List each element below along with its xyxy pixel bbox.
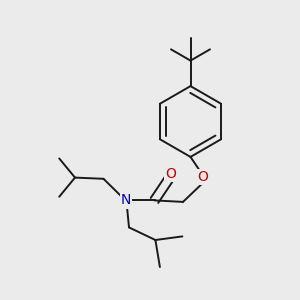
Text: O: O xyxy=(166,167,176,181)
Text: O: O xyxy=(197,170,208,184)
Text: N: N xyxy=(121,194,131,207)
